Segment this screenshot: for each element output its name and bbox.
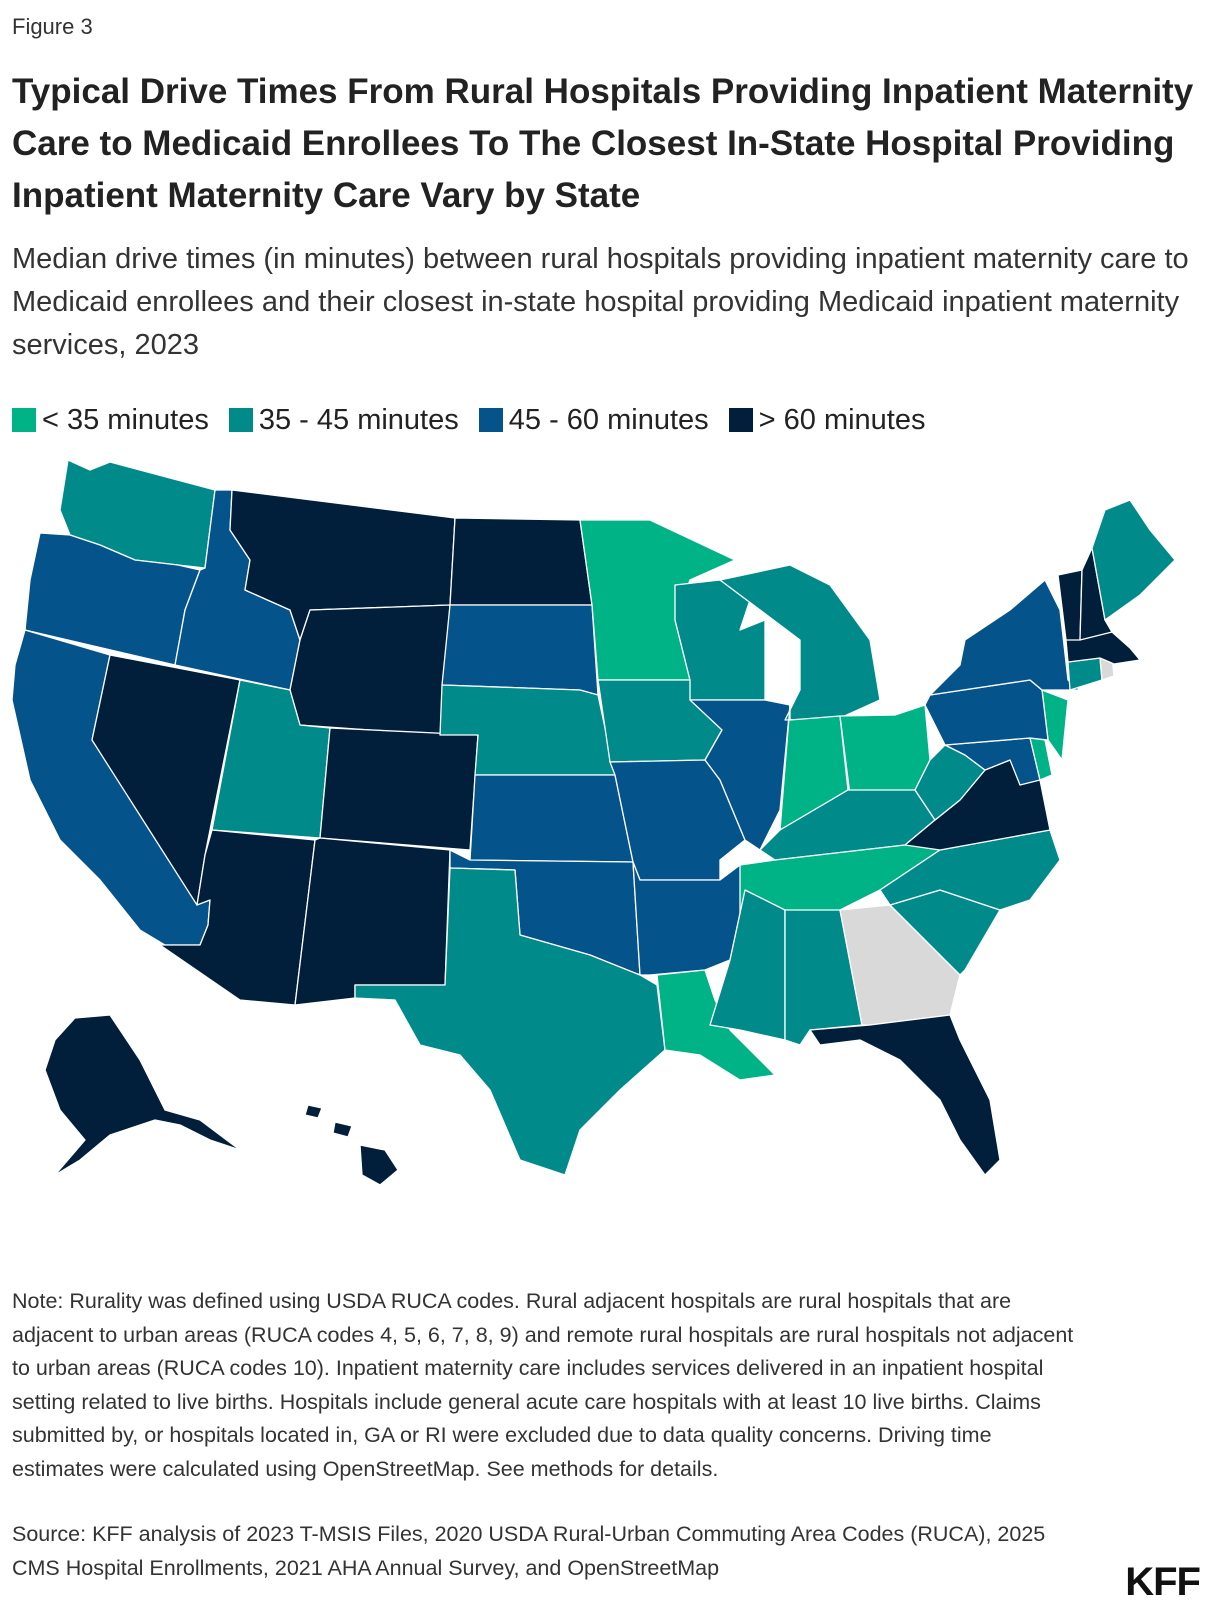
legend-label-lt35: < 35 minutes	[42, 403, 209, 436]
state-nd[interactable]	[449, 517, 593, 606]
state-hi-oahu[interactable]	[304, 1104, 323, 1119]
state-mi[interactable]	[719, 564, 881, 721]
legend-swatch-35to45	[228, 408, 253, 432]
state-sd[interactable]	[441, 604, 599, 696]
legend-label-35to45: 35 - 45 minutes	[258, 403, 459, 436]
state-wy[interactable]	[289, 604, 451, 736]
state-tx[interactable]	[354, 867, 666, 1176]
state-ak[interactable]	[44, 1014, 241, 1176]
state-oh[interactable]	[839, 704, 931, 796]
chart-subtitle: Median drive times (in minutes) between …	[12, 243, 1189, 361]
legend-label-gt60: > 60 minutes	[758, 403, 926, 436]
state-co[interactable]	[319, 727, 479, 851]
state-hi[interactable]	[359, 1144, 399, 1186]
legend-item-lt35[interactable]: < 35 minutes	[12, 404, 209, 437]
legend-item-45to60[interactable]: 45 - 60 minutes	[478, 403, 709, 437]
legend-item-gt60[interactable]: > 60 minutes	[728, 403, 926, 437]
source-text: Source: KFF analysis of 2023 T-MSIS File…	[12, 1522, 1046, 1580]
note-text: Note: Rurality was defined using USDA RU…	[12, 1289, 1074, 1481]
map-states	[11, 459, 1176, 1186]
legend: < 35 minutes 35 - 45 minutes 45 - 60 min…	[12, 402, 946, 438]
state-ks[interactable]	[469, 774, 634, 863]
us-states-map	[0, 455, 1220, 1225]
state-fl[interactable]	[809, 1014, 1001, 1176]
legend-swatch-45to60	[478, 408, 503, 432]
legend-label-45to60: 45 - 60 minutes	[508, 403, 709, 436]
state-me[interactable]	[1091, 499, 1176, 621]
kff-logo: KFF	[1125, 1560, 1201, 1604]
figure-label: Figure 3	[12, 14, 93, 39]
state-ma[interactable]	[1065, 631, 1141, 665]
chart-title: Typical Drive Times From Rural Hospitals…	[12, 72, 1194, 215]
state-il[interactable]	[689, 699, 791, 851]
legend-swatch-gt60	[728, 408, 753, 432]
legend-item-35to45[interactable]: 35 - 45 minutes	[228, 403, 459, 437]
state-ny[interactable]	[929, 579, 1081, 696]
legend-swatch-lt35	[12, 408, 36, 432]
state-nm[interactable]	[294, 837, 451, 1006]
state-hi-maui[interactable]	[332, 1121, 353, 1138]
state-ct[interactable]	[1067, 657, 1103, 691]
